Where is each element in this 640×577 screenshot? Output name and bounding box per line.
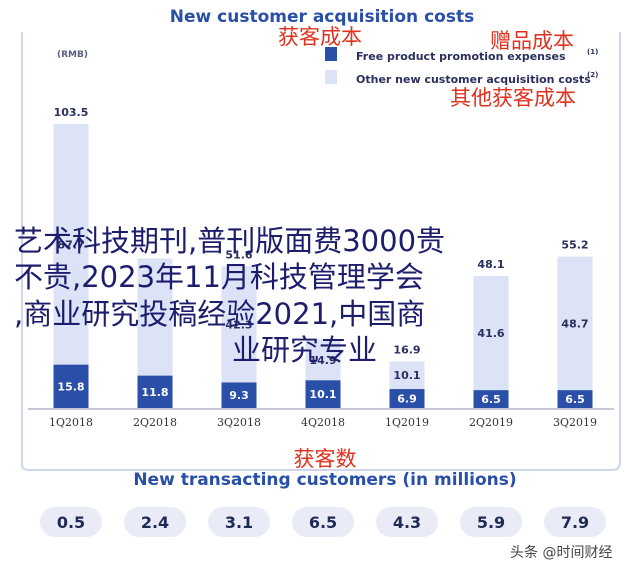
bar-other-2Q2018	[137, 258, 173, 376]
bar-other-3Q2018	[221, 266, 257, 383]
bar-free-1Q2018	[53, 364, 89, 408]
x-tick-3Q2018: 3Q2018	[217, 416, 261, 429]
customers-row: 0.5 2.4 3.1 6.5 4.3 5.9 7.9	[40, 507, 606, 537]
bar-free-3Q2019	[557, 390, 593, 408]
label-free-3Q2018: 9.3	[229, 389, 249, 402]
bar-free-2Q2019	[473, 390, 509, 408]
label-free-2Q2019: 6.5	[481, 393, 501, 406]
label-other-2Q2019: 41.6	[477, 327, 504, 340]
watermark: 头条 @时间财经	[510, 544, 612, 561]
label-total-1Q2018: 103.5	[54, 106, 89, 119]
chart-frame	[21, 32, 621, 471]
label-other-3Q2019: 48.7	[561, 317, 588, 330]
x-tick-3Q2019: 3Q2019	[553, 416, 597, 429]
customers-value-4Q2018: 6.5	[309, 513, 337, 532]
label-free-4Q2018: 10.1	[309, 388, 336, 401]
bar-other-2Q2019	[473, 276, 509, 391]
customers-pill-4Q2018	[292, 507, 354, 537]
label-free-3Q2019: 6.5	[565, 393, 585, 406]
bar-other-1Q2019	[389, 361, 425, 390]
label-free-1Q2018: 15.8	[57, 380, 84, 393]
label-other-3Q2018: 42.3	[225, 318, 252, 331]
bar-other-4Q2018	[305, 339, 341, 381]
legend-label-other-cn: 其他获客成本	[450, 86, 576, 110]
bar-free-4Q2018	[305, 380, 341, 408]
bar-other-3Q2019	[557, 256, 593, 391]
customers-pill-2Q2018	[124, 507, 186, 537]
label-free-2Q2018: 11.8	[141, 386, 168, 399]
customers-value-3Q2018: 3.1	[225, 513, 253, 532]
label-other-1Q2018: 87.7	[57, 238, 84, 251]
bar-group: 15.8 87.7 103.5 11.8 9.3 42.3 51.6 10.1 14.9 6.9 1…	[53, 106, 593, 408]
label-total-3Q2019: 55.2	[561, 239, 588, 252]
x-tick-1Q2018: 1Q2018	[49, 416, 93, 429]
overlay-line-4: 业研究专业	[232, 333, 377, 367]
label-total-2Q2019: 48.1	[477, 258, 504, 271]
bar-free-2Q2018	[137, 375, 173, 408]
chart-title: New customer acquisition costs	[170, 7, 474, 27]
label-other-1Q2019: 10.1	[393, 369, 420, 382]
legend-sup-other: (2)	[587, 71, 598, 79]
customers-pill-2Q2019	[460, 507, 522, 537]
customers-pill-1Q2018	[40, 507, 102, 537]
customers-title-cn: 获客数	[294, 447, 357, 471]
bar-other-1Q2018	[53, 124, 89, 365]
customers-value-1Q2019: 4.3	[393, 513, 421, 532]
label-free-1Q2019: 6.9	[397, 393, 417, 406]
customers-value-3Q2019: 7.9	[561, 513, 589, 532]
customers-pill-3Q2019	[544, 507, 606, 537]
x-axis-ticks: 1Q2018 2Q2018 3Q2018 4Q2018 1Q2019 2Q2019 3Q20…	[49, 416, 597, 429]
legend-label-other: Other new customer acquisition costs	[356, 73, 591, 86]
customers-value-1Q2018: 0.5	[57, 513, 85, 532]
customers-title: New transacting customers (in millions)	[133, 470, 516, 490]
customers-pill-1Q2019	[376, 507, 438, 537]
title-backdrop	[180, 0, 470, 32]
unit-label: (RMB)	[57, 50, 88, 60]
customers-value-2Q2019: 5.9	[477, 513, 505, 532]
legend-label-free: Free product promotion expenses	[356, 50, 566, 63]
x-tick-2Q2019: 2Q2019	[469, 416, 513, 429]
overlay-line-2: 不贵,2023年11月科技管理学会	[14, 260, 424, 294]
legend-swatch-free	[325, 47, 337, 61]
overlay-line-3: ,商业研究投稿经验2021,中国商	[14, 297, 425, 331]
chart-title-cn: 获客成本	[278, 25, 362, 49]
legend-swatch-other	[325, 70, 337, 84]
x-tick-4Q2018: 4Q2018	[301, 416, 345, 429]
label-total-3Q2018: 51.6	[225, 248, 252, 261]
customers-value-2Q2018: 2.4	[141, 513, 169, 532]
bar-free-3Q2018	[221, 382, 257, 408]
x-tick-1Q2019: 1Q2019	[385, 416, 429, 429]
label-total-1Q2019: 16.9	[393, 343, 420, 356]
customers-pill-3Q2018	[208, 507, 270, 537]
label-other-4Q2018: 14.9	[309, 354, 336, 367]
x-tick-2Q2018: 2Q2018	[133, 416, 177, 429]
overlay-line-1: 艺术科技期刊,普刊版面费3000贵	[14, 224, 445, 258]
legend-sup-free: (1)	[587, 48, 598, 56]
bar-free-1Q2019	[389, 389, 425, 408]
legend-label-free-cn: 赠品成本	[490, 29, 574, 53]
